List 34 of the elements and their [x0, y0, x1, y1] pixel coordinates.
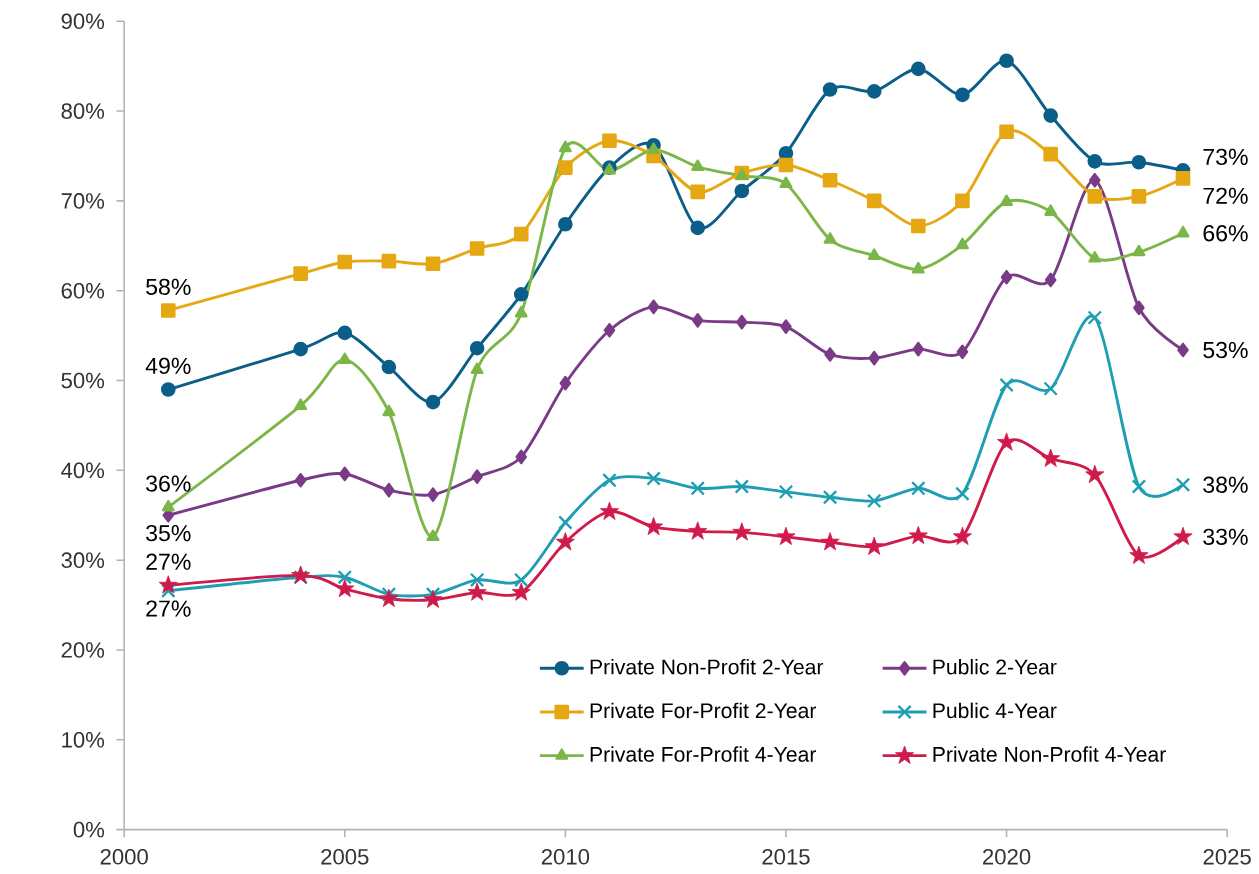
legend-label: Private For-Profit 4-Year — [590, 746, 817, 762]
data-label: 53% — [1203, 341, 1248, 359]
x-tick-label: 2010 — [541, 848, 590, 865]
legend-label: Public 2-Year — [933, 658, 1057, 675]
legend-label: Private Non-Profit 2-Year — [590, 658, 824, 675]
legend-label: Private Non-Profit 4-Year — [933, 746, 1166, 762]
x-tick-label: 2000 — [100, 848, 148, 865]
y-tick-label: 0% — [73, 821, 105, 838]
legend-label: Public 4-Year — [933, 702, 1057, 719]
y-tick-label: 10% — [62, 731, 105, 748]
data-label: 38% — [1203, 476, 1248, 493]
y-tick-label: 20% — [61, 642, 105, 658]
data-label: 36% — [146, 475, 191, 492]
y-tick-label: 80% — [61, 103, 105, 119]
x-tick-label: 2015 — [762, 848, 810, 865]
data-label: 27% — [146, 600, 191, 617]
x-tick-label: 2025 — [1203, 848, 1251, 865]
data-label: 27% — [146, 553, 191, 570]
data-label: 49% — [145, 357, 191, 375]
data-label: 58% — [146, 278, 191, 295]
data-label: 72% — [1203, 187, 1248, 204]
x-tick-label: 2005 — [321, 848, 369, 865]
y-tick-label: 50% — [61, 372, 105, 389]
y-tick-label: 90% — [61, 13, 105, 30]
y-tick-label: 40% — [61, 462, 105, 479]
y-tick-label: 70% — [61, 193, 105, 209]
data-label: 35% — [146, 524, 191, 542]
legend-label: Private For-Profit 2-Year — [590, 702, 817, 719]
data-label: 73% — [1203, 148, 1248, 166]
y-tick-label: 60% — [61, 282, 105, 299]
data-label: 33% — [1203, 528, 1248, 545]
y-tick-label: 30% — [61, 552, 105, 568]
x-tick-label: 2020 — [983, 848, 1031, 865]
data-label: 66% — [1203, 225, 1248, 242]
